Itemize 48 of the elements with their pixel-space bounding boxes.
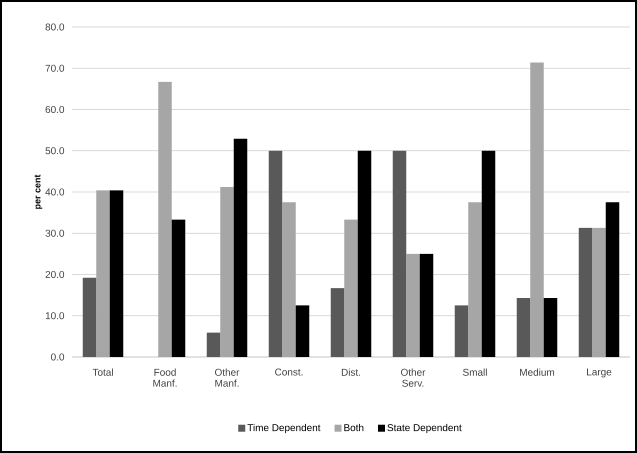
y-tick-label: 70.0 <box>46 64 64 72</box>
legend-label: State Dependent <box>387 424 462 434</box>
x-tick-label: Food Manf. <box>153 368 177 387</box>
bar <box>544 298 558 357</box>
bar <box>392 150 406 357</box>
bar <box>578 228 592 357</box>
bar <box>454 305 468 357</box>
bar <box>172 220 186 357</box>
bar <box>296 305 310 357</box>
bar <box>592 228 606 357</box>
y-tick-label: 30.0 <box>45 230 64 237</box>
bar <box>82 278 96 357</box>
x-tick-label: Large <box>587 368 612 378</box>
bar <box>516 298 530 357</box>
bar <box>420 254 434 357</box>
x-tick-label: Medium <box>520 368 554 376</box>
bar <box>406 254 420 357</box>
y-tick-label: 80.0 <box>46 23 64 31</box>
y-tick-label: 60.0 <box>46 106 64 114</box>
bar <box>468 202 482 357</box>
bar <box>234 138 248 357</box>
bar <box>330 288 344 357</box>
bar <box>358 150 372 357</box>
y-tick-label: 20.0 <box>46 270 64 278</box>
x-tick-label: Small <box>463 368 487 376</box>
legend-label: Time Dependent <box>247 424 320 434</box>
bar <box>96 190 110 357</box>
x-tick-label: Other Serv. <box>401 368 426 387</box>
bar <box>206 332 220 357</box>
x-tick-label: Dist. <box>342 368 360 376</box>
y-axis-title: per cent <box>34 174 42 209</box>
bar <box>220 187 234 357</box>
bar <box>268 150 282 357</box>
x-tick-label: Const. <box>275 368 302 376</box>
bar <box>344 220 358 357</box>
x-tick-label: Other Manf. <box>215 368 240 387</box>
bar <box>530 62 544 357</box>
y-tick-label: 0.0 <box>51 353 64 361</box>
y-tick-label: 40.0 <box>45 188 64 196</box>
bar <box>158 82 172 357</box>
bar <box>606 202 620 357</box>
y-tick-label: 10.0 <box>46 312 64 320</box>
bar <box>110 190 124 357</box>
legend-label: Both <box>344 424 364 432</box>
bar <box>282 202 296 357</box>
bar <box>482 150 496 357</box>
x-tick-label: Total <box>92 368 113 376</box>
y-tick-label: 50.0 <box>46 147 64 154</box>
